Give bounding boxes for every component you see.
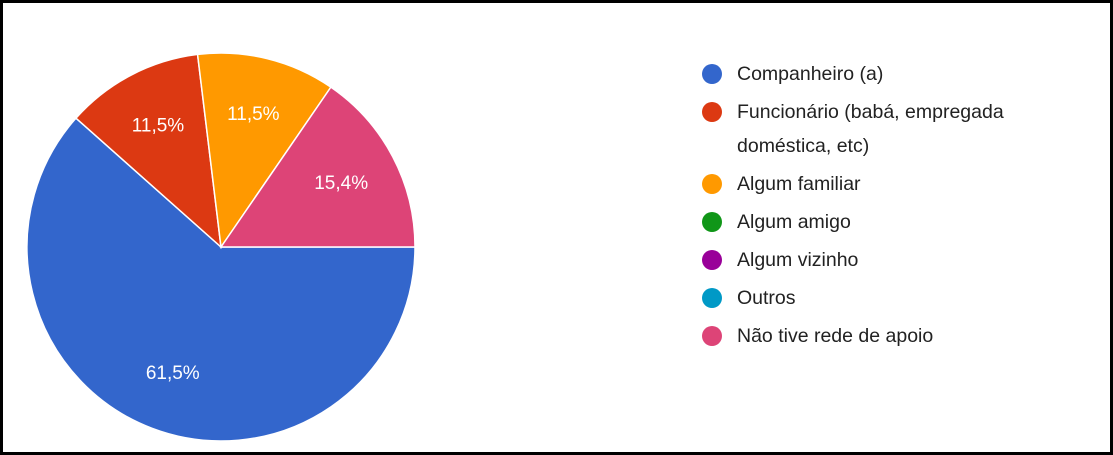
legend-swatch — [702, 326, 722, 346]
legend-swatch — [702, 212, 722, 232]
legend-label: Algum familiar — [737, 173, 861, 195]
pie-slice — [219, 86, 416, 248]
legend-swatch — [702, 288, 722, 308]
legend-item: Algum familiar — [699, 167, 1099, 201]
pie-area: 61,5% 11,5% 11,5% 15,4% — [26, 52, 416, 442]
legend-label: Algum vizinho — [737, 249, 859, 271]
data-label: 11,5% — [132, 116, 185, 137]
legend-swatch — [702, 102, 722, 122]
pie-slice — [26, 117, 416, 442]
data-label: 11,5% — [227, 104, 280, 125]
data-label: 61,5% — [146, 363, 200, 384]
pie-slice — [74, 53, 222, 249]
legend-item: Algum amigo — [699, 205, 1099, 239]
legend-item: Companheiro (a) — [699, 57, 1099, 91]
legend-label: Funcionário (babá, empregada doméstica, … — [737, 101, 1004, 157]
legend-swatch — [702, 174, 722, 194]
legend-label: Companheiro (a) — [737, 63, 884, 85]
legend-swatch — [702, 64, 722, 84]
legend-label: Não tive rede de apoio — [737, 325, 934, 347]
legend-label: Algum amigo — [737, 211, 851, 233]
legend-item: Não tive rede de apoio — [699, 319, 1099, 353]
legend-label: Outros — [737, 287, 796, 309]
pie-slice — [196, 52, 332, 250]
data-label: 15,4% — [314, 173, 368, 194]
legend-item: Funcionário (babá, empregada doméstica, … — [699, 95, 1099, 163]
legend-item: Outros — [699, 281, 1099, 315]
legend-item: Algum vizinho — [699, 243, 1099, 277]
legend-swatch — [702, 250, 722, 270]
legend: Companheiro (a) Funcionário (babá, empreg… — [699, 57, 1099, 357]
